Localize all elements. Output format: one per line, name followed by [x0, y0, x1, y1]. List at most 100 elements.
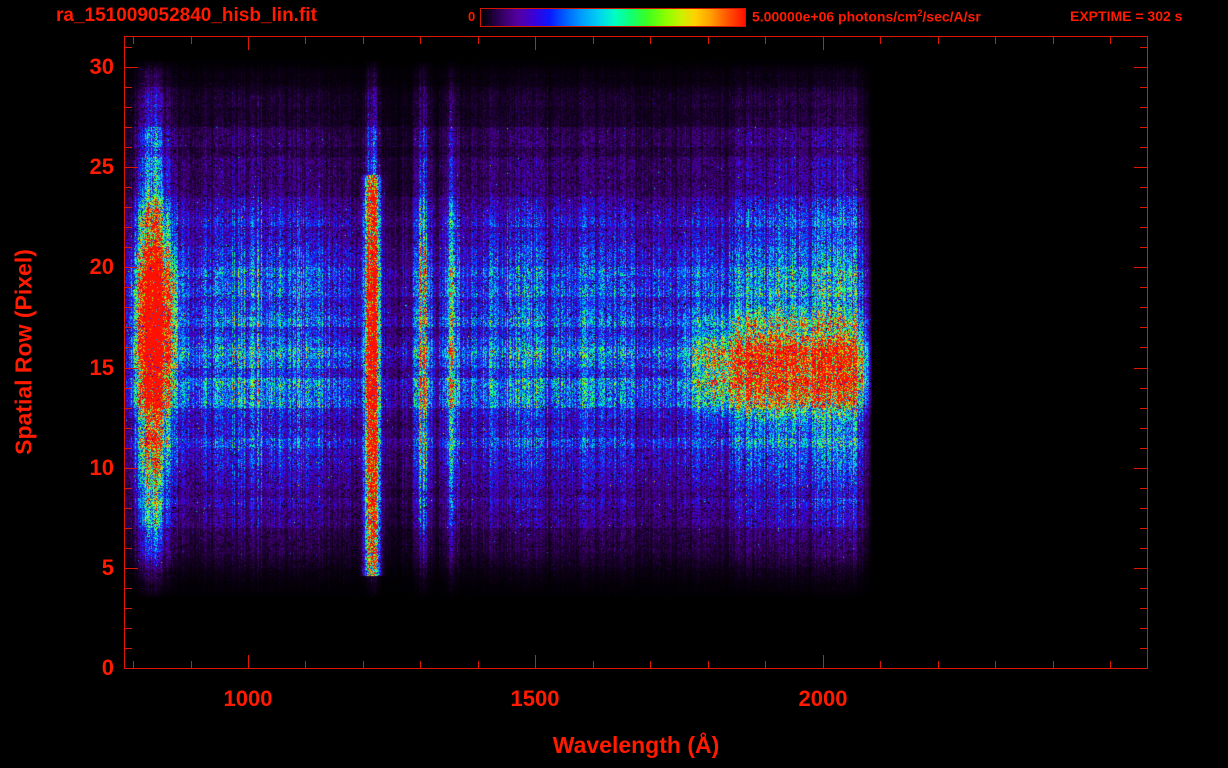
x-tick-top — [133, 37, 134, 44]
y-tick-left — [125, 628, 132, 629]
y-tick-left — [125, 428, 132, 429]
x-tick-label: 1500 — [510, 686, 560, 711]
y-tick-label: 15 — [89, 355, 114, 380]
y-tick-right — [1140, 408, 1147, 409]
x-tick-bottom — [363, 661, 364, 668]
y-tick-label: 10 — [89, 455, 114, 480]
y-tick-left — [125, 267, 138, 268]
x-tick-bottom — [823, 655, 824, 668]
y-tick-right — [1140, 207, 1147, 208]
x-tick-top — [938, 37, 939, 44]
y-tick-left — [125, 167, 138, 168]
y-tick-left — [125, 207, 132, 208]
y-tick-right — [1134, 568, 1147, 569]
y-tick-left — [125, 287, 132, 288]
x-tick-bottom — [420, 661, 421, 668]
y-tick-left — [125, 468, 138, 469]
x-tick-bottom — [248, 655, 249, 668]
y-tick-right — [1134, 167, 1147, 168]
y-tick-left — [125, 307, 132, 308]
y-tick-right — [1140, 347, 1147, 348]
y-tick-left — [125, 648, 132, 649]
y-tick-label: 5 — [101, 555, 114, 580]
x-tick-top — [478, 37, 479, 44]
y-tick-left — [125, 327, 132, 328]
colorbar-units-tail: /sec/A/sr — [922, 8, 981, 25]
x-tick-top — [248, 37, 249, 50]
page-title: ra_151009052840_hisb_lin.fit — [56, 5, 317, 26]
y-tick-right — [1140, 87, 1147, 88]
x-tick-top — [823, 37, 824, 50]
y-tick-left — [125, 528, 132, 529]
y-tick-left — [125, 668, 138, 669]
y-tick-left — [125, 227, 132, 228]
y-tick-right — [1134, 267, 1147, 268]
spectrogram-image — [125, 37, 1147, 668]
colorbar-max-value: 5.00000e+06 — [752, 8, 835, 25]
x-tick-bottom — [1053, 661, 1054, 668]
y-tick-right — [1140, 147, 1147, 148]
y-tick-right — [1140, 448, 1147, 449]
y-tick-left — [125, 147, 132, 148]
y-tick-left — [125, 388, 132, 389]
x-tick-bottom — [593, 661, 594, 668]
x-tick-label: 2000 — [798, 686, 848, 711]
y-tick-right — [1140, 247, 1147, 248]
colorbar-units-base: photons/cm — [838, 8, 918, 25]
y-tick-right — [1140, 648, 1147, 649]
y-tick-right — [1140, 388, 1147, 389]
y-tick-right — [1140, 528, 1147, 529]
y-tick-left — [125, 608, 132, 609]
x-tick-top — [535, 37, 536, 50]
x-tick-top — [1110, 37, 1111, 44]
y-tick-right — [1134, 468, 1147, 469]
y-tick-left — [125, 87, 132, 88]
x-tick-top — [363, 37, 364, 44]
y-tick-right — [1140, 127, 1147, 128]
x-tick-bottom — [191, 661, 192, 668]
y-tick-right — [1140, 608, 1147, 609]
y-axis-title: Spatial Row (Pixel) — [10, 249, 37, 455]
y-tick-left — [125, 187, 132, 188]
x-axis-title: Wavelength (Å) — [552, 732, 720, 758]
y-tick-right — [1140, 628, 1147, 629]
x-tick-bottom — [478, 661, 479, 668]
y-tick-left — [125, 347, 132, 348]
x-tick-top — [995, 37, 996, 44]
y-tick-right — [1134, 368, 1147, 369]
x-tick-top — [1053, 37, 1054, 44]
x-tick-bottom — [1110, 661, 1111, 668]
colorbar-max-label: 5.00000e+06 photons/cm2/sec/A/sr — [752, 8, 981, 25]
y-tick-left — [125, 588, 132, 589]
x-tick-bottom — [535, 655, 536, 668]
x-tick-bottom — [305, 661, 306, 668]
x-tick-top — [305, 37, 306, 44]
y-tick-left — [125, 47, 132, 48]
y-tick-left — [125, 448, 132, 449]
y-tick-right — [1140, 327, 1147, 328]
y-tick-right — [1140, 187, 1147, 188]
y-tick-left — [125, 368, 138, 369]
y-tick-right — [1140, 287, 1147, 288]
x-tick-top — [593, 37, 594, 44]
y-tick-left — [125, 568, 138, 569]
y-tick-label: 20 — [89, 254, 114, 279]
x-tick-bottom — [880, 661, 881, 668]
y-tick-left — [125, 107, 132, 108]
plot-frame — [124, 36, 1148, 669]
y-tick-left — [125, 508, 132, 509]
x-tick-bottom — [765, 661, 766, 668]
y-tick-right — [1140, 548, 1147, 549]
y-tick-label: 25 — [89, 154, 114, 179]
plot-area — [125, 37, 1147, 668]
x-tick-label: 1000 — [223, 686, 273, 711]
x-tick-top — [708, 37, 709, 44]
y-tick-left — [125, 488, 132, 489]
x-tick-bottom — [708, 661, 709, 668]
colorbar-units-exponent: 2 — [917, 8, 923, 18]
y-tick-right — [1134, 668, 1147, 669]
x-tick-top — [420, 37, 421, 44]
x-tick-bottom — [133, 661, 134, 668]
x-tick-top — [650, 37, 651, 44]
